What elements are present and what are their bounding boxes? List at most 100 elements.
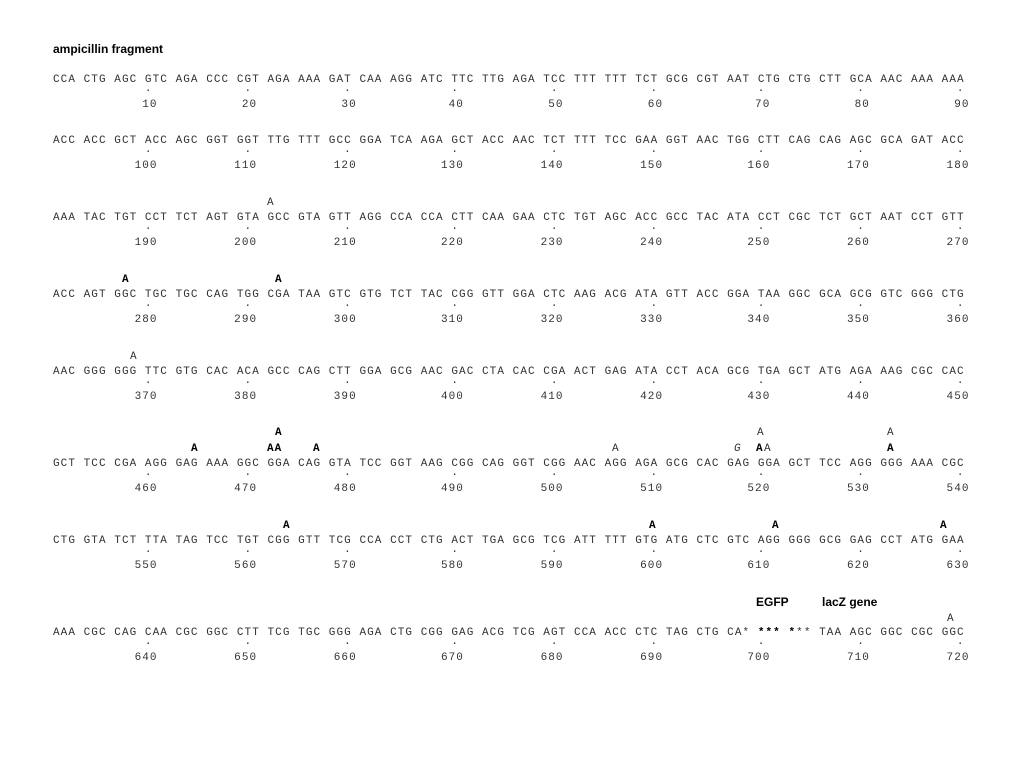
position-number: 560 [234, 560, 258, 572]
tick-dot: . [451, 636, 459, 648]
tick-dot: . [757, 544, 766, 556]
tick-dot: . [956, 298, 965, 310]
sequence-text: GCT TCC CGA AGG GAG AAA GGC GGA CAG GTA … [53, 458, 965, 470]
annotation: A [122, 274, 130, 286]
gene-label: EGFP [756, 595, 789, 609]
position-number: 200 [234, 237, 258, 249]
tick-dot: . [451, 467, 459, 479]
sequence-text: AAC GGG GGG TTC GTG CAC ACA GCC CAG CTT … [53, 366, 965, 378]
position-number: 240 [640, 237, 664, 249]
tick-dot: . [144, 375, 153, 387]
tick-dot: . [451, 375, 459, 387]
tick-dot: . [244, 544, 253, 556]
position-number: 660 [333, 652, 357, 664]
position-number: 540 [946, 483, 970, 495]
tick-dot: . [956, 83, 965, 95]
gene-label: lacZ gene [822, 595, 878, 609]
sequence-text: ** TAA AGC GGC CGC GGC [796, 627, 965, 639]
position-number: 150 [640, 160, 664, 172]
position-number: 110 [234, 160, 258, 172]
position-number: 320 [540, 314, 564, 326]
position-number: 400 [440, 391, 464, 403]
tick-dot: . [757, 298, 766, 310]
annotation: A [612, 443, 620, 455]
annotation: A [887, 443, 895, 455]
position-number: 550 [134, 560, 158, 572]
tick-dot: . [244, 83, 253, 95]
annotation: A [275, 427, 283, 439]
annotation: A [764, 443, 772, 455]
position-number: 450 [946, 391, 970, 403]
sequence-block: A AAA TAC TGT CCT TCT AGT GTA GCC GTA GT… [53, 197, 993, 251]
position-number: 290 [234, 314, 258, 326]
position-number: 270 [946, 237, 970, 249]
position-number: 420 [640, 391, 664, 403]
tick-dot: . [757, 221, 766, 233]
position-number: 440 [846, 391, 870, 403]
sequence: ACC AGT GGC TGC TGC CAG TGG CGA TAA GTC … [53, 288, 965, 302]
position-number: 590 [540, 560, 564, 572]
position-number: 580 [440, 560, 464, 572]
annotation: A [275, 274, 283, 286]
sequence-block: A A A A CTG GTA TCT TTA TAG TCC TGT CGG … [53, 520, 993, 574]
tick-dot: . [857, 467, 865, 479]
position-number: 230 [540, 237, 564, 249]
sequence: CCA CTG AGC GTC AGA CCC CGT AGA AAA GAT … [53, 73, 965, 87]
position-number: 430 [747, 391, 771, 403]
sequence: AAA CGC CAG CAA CGC GGC CTT TCG TGC GGG … [53, 626, 965, 640]
position-number: 380 [234, 391, 258, 403]
tick-dot: . [857, 144, 865, 156]
sequence: AAC GGG GGG TTC GTG CAC ACA GCC CAG CTT … [53, 365, 965, 379]
position-number: 50 [548, 99, 564, 111]
tick-dot: . [144, 221, 153, 233]
tick-dot: . [451, 544, 459, 556]
position-number: 160 [747, 160, 771, 172]
position-number: 20 [241, 99, 258, 111]
tick-dot: . [550, 375, 559, 387]
tick-dot: . [144, 544, 153, 556]
position-number: 130 [440, 160, 464, 172]
tick-dot: . [857, 375, 865, 387]
sequence: GCT TCC CGA AGG GAG AAA GGC GGA CAG GTA … [53, 457, 965, 471]
annotation: A [757, 427, 765, 439]
annotation: A [772, 520, 780, 532]
annotation: A [313, 443, 321, 455]
stop-codon: * [788, 627, 797, 639]
tick-dot: . [144, 83, 153, 95]
annotation: A [756, 443, 764, 455]
tick-dot: . [956, 221, 965, 233]
tick-dot: . [344, 221, 352, 233]
tick-dot: . [550, 83, 559, 95]
annotation: A [947, 613, 955, 625]
tick-dot: . [344, 467, 352, 479]
position-number: 640 [134, 652, 158, 664]
tick-dot: . [757, 467, 766, 479]
annotation: A [887, 427, 895, 439]
tick-dot: . [650, 144, 659, 156]
position-number: 700 [747, 652, 771, 664]
tick-dot: . [144, 467, 153, 479]
position-number: 500 [540, 483, 564, 495]
position-number: 510 [640, 483, 664, 495]
position-number: 480 [333, 483, 357, 495]
position-number: 170 [846, 160, 870, 172]
position-number: 80 [854, 99, 870, 111]
annotation: A [940, 520, 948, 532]
position-number: 670 [440, 652, 464, 664]
tick-dot: . [144, 144, 153, 156]
tick-dot: . [956, 544, 965, 556]
tick-dot: . [956, 467, 965, 479]
sequence-text: CTG GTA TCT TTA TAG TCC TGT CGG GTT TCG … [53, 535, 965, 547]
tick-dot: . [757, 83, 766, 95]
position-number: 600 [640, 560, 664, 572]
position-number: 710 [846, 652, 870, 664]
tick-dot: . [344, 636, 352, 648]
tick-dot: . [550, 298, 559, 310]
tick-dot: . [244, 636, 253, 648]
sequence-block: A A A A AA A A G A A A GCT TCC CGA AGG G… [53, 427, 993, 497]
position-number: 310 [440, 314, 464, 326]
position-number: 140 [540, 160, 564, 172]
sequence-block: EGFP lacZ gene A AAA CGC CAG CAA CGC GGC… [53, 595, 993, 666]
position-number: 370 [134, 391, 158, 403]
